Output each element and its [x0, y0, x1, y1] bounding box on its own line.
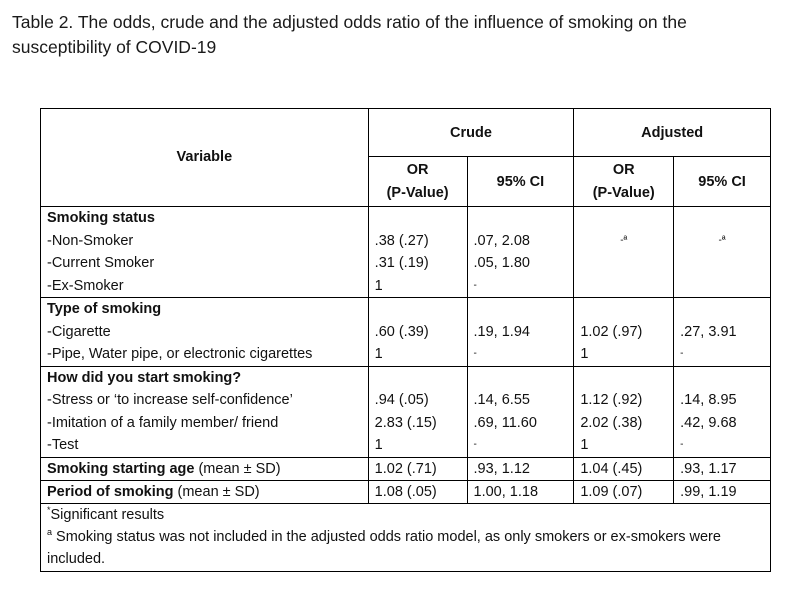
adjusted-ci: .14, 8.95 — [680, 392, 737, 408]
adjusted-ci: - — [680, 439, 684, 450]
crude-or-cell: .38 (.27) .31 (.19) 1 — [367, 206, 468, 298]
odds-ratio-table: Variable Crude Adjusted OR (P-Value) 95%… — [40, 108, 771, 572]
pvalue-label: (P-Value) — [592, 184, 655, 201]
table-row: How did you start smoking? -Stress or ‘t… — [40, 365, 771, 458]
crude-ci: 1.00, 1.18 — [466, 479, 575, 504]
adjusted-ci: .93, 1.17 — [673, 456, 771, 481]
header-crude: Crude — [367, 108, 575, 157]
variable-cell: Smoking status -Non-Smoker -Current Smok… — [40, 206, 369, 298]
crude-ci-cell: .14, 6.55 .69, 11.60 - — [466, 365, 575, 458]
header-crude-ci: 95% CI — [466, 156, 575, 207]
crude-ci: - — [473, 348, 477, 359]
crude-ci-cell: .07, 2.08 .05, 1.80 - — [466, 206, 575, 298]
row-label: -Test — [47, 437, 79, 453]
crude-or: 1 — [374, 277, 383, 294]
group-title: How did you start smoking? — [47, 369, 242, 386]
group-title: Smoking status — [47, 210, 155, 226]
adjusted-or: 1.04 (.45) — [573, 456, 675, 481]
crude-or: 1 — [374, 346, 383, 362]
adjusted-or: 1 — [580, 437, 589, 453]
row-label: -Ex-Smoker — [47, 277, 124, 294]
row-label-rest: (mean ± SD) — [173, 483, 260, 500]
adjusted-ci-cell: .27, 3.91 - — [673, 297, 771, 367]
adjusted-ci: .27, 3.91 — [680, 323, 737, 340]
footnote-excluded: a Smoking status was not included in the… — [47, 526, 764, 570]
header-adjusted-or: OR (P-Value) — [573, 156, 675, 207]
crude-or: .60 (.39) — [374, 323, 429, 340]
crude-ci: .93, 1.12 — [466, 456, 575, 481]
a-mark: a — [47, 526, 53, 537]
footnote-text: Significant results — [50, 506, 165, 523]
crude-or: 2.83 (.15) — [374, 414, 437, 431]
table-row: Period of smoking (mean ± SD) 1.08 (.05)… — [40, 479, 771, 504]
row-label: -Current Smoker — [47, 255, 155, 271]
crude-ci: .69, 11.60 — [473, 414, 537, 431]
variable-cell: Type of smoking -Cigarette -Pipe, Water … — [40, 297, 369, 367]
pvalue-label: (P-Value) — [386, 184, 449, 201]
row-label: -Stress or ‘to increase self-confidence’ — [47, 392, 293, 408]
header-adjusted: Adjusted — [573, 108, 771, 157]
header-variable: Variable — [40, 108, 369, 207]
crude-or-cell: .94 (.05) 2.83 (.15) 1 — [367, 365, 468, 458]
row-label: -Imitation of a family member/ friend — [47, 414, 279, 431]
adjusted-ci: .42, 9.68 — [680, 414, 737, 431]
crude-or: .38 (.27) — [374, 232, 429, 249]
crude-ci: - — [473, 279, 477, 291]
table-row: Type of smoking -Cigarette -Pipe, Water … — [40, 297, 771, 367]
adjusted-ci: - — [680, 348, 684, 359]
adjusted-or: 1.12 (.92) — [580, 392, 643, 408]
table-row: Smoking starting age (mean ± SD) 1.02 (.… — [40, 456, 771, 481]
row-label-rest: (mean ± SD) — [194, 460, 281, 477]
adjusted-or: 1.09 (.07) — [573, 479, 675, 504]
adjusted-or-cell: -ª — [573, 206, 675, 298]
adjusted-ci-excluded: -ª — [718, 234, 726, 246]
row-label: -Pipe, Water pipe, or electronic cigaret… — [47, 346, 313, 362]
adjusted-or-cell: 1.02 (.97) 1 — [573, 297, 675, 367]
adjusted-or-excluded: -ª — [620, 234, 628, 246]
or-label: OR — [406, 162, 429, 178]
row-label: -Non-Smoker — [47, 232, 134, 249]
table-row: Smoking status -Non-Smoker -Current Smok… — [40, 206, 771, 298]
or-label: OR — [612, 162, 635, 178]
crude-or: 1 — [374, 437, 383, 453]
crude-ci: - — [473, 439, 477, 450]
footnote-significant: *Significant results — [47, 504, 764, 526]
footnote-text: Smoking status was not included in the a… — [47, 528, 721, 567]
header-adjusted-ci: 95% CI — [673, 156, 771, 207]
row-label: -Cigarette — [47, 323, 111, 340]
variable-cell: Period of smoking (mean ± SD) — [40, 479, 369, 504]
variable-cell: How did you start smoking? -Stress or ‘t… — [40, 365, 369, 458]
adjusted-or-cell: 1.12 (.92) 2.02 (.38) 1 — [573, 365, 675, 458]
adjusted-or: 2.02 (.38) — [580, 414, 643, 431]
row-label-bold: Smoking starting age — [47, 460, 195, 477]
adjusted-or: 1 — [580, 346, 589, 362]
crude-or-cell: .60 (.39) 1 — [367, 297, 468, 367]
crude-or: .94 (.05) — [374, 392, 429, 408]
crude-or: 1.08 (.05) — [367, 479, 468, 504]
crude-ci: .05, 1.80 — [473, 255, 530, 271]
adjusted-ci-cell: -ª — [673, 206, 771, 298]
header-crude-or: OR (P-Value) — [367, 156, 468, 207]
adjusted-or: 1.02 (.97) — [580, 323, 643, 340]
crude-or: 1.02 (.71) — [367, 456, 468, 481]
adjusted-ci: .99, 1.19 — [673, 479, 771, 504]
crude-or: .31 (.19) — [374, 255, 429, 271]
asterisk-mark: * — [47, 504, 51, 515]
crude-ci: .14, 6.55 — [473, 392, 530, 408]
adjusted-ci-cell: .14, 8.95 .42, 9.68 - — [673, 365, 771, 458]
crude-ci: .19, 1.94 — [473, 323, 530, 340]
footnotes: *Significant results a Smoking status wa… — [40, 502, 771, 572]
variable-cell: Smoking starting age (mean ± SD) — [40, 456, 369, 481]
footnote-row: *Significant results a Smoking status wa… — [40, 502, 771, 572]
group-title: Type of smoking — [47, 301, 162, 317]
crude-ci-cell: .19, 1.94 - — [466, 297, 575, 367]
table-caption: Table 2. The odds, crude and the adjuste… — [12, 12, 687, 57]
crude-ci: .07, 2.08 — [473, 232, 530, 249]
row-label-bold: Period of smoking — [47, 483, 174, 500]
